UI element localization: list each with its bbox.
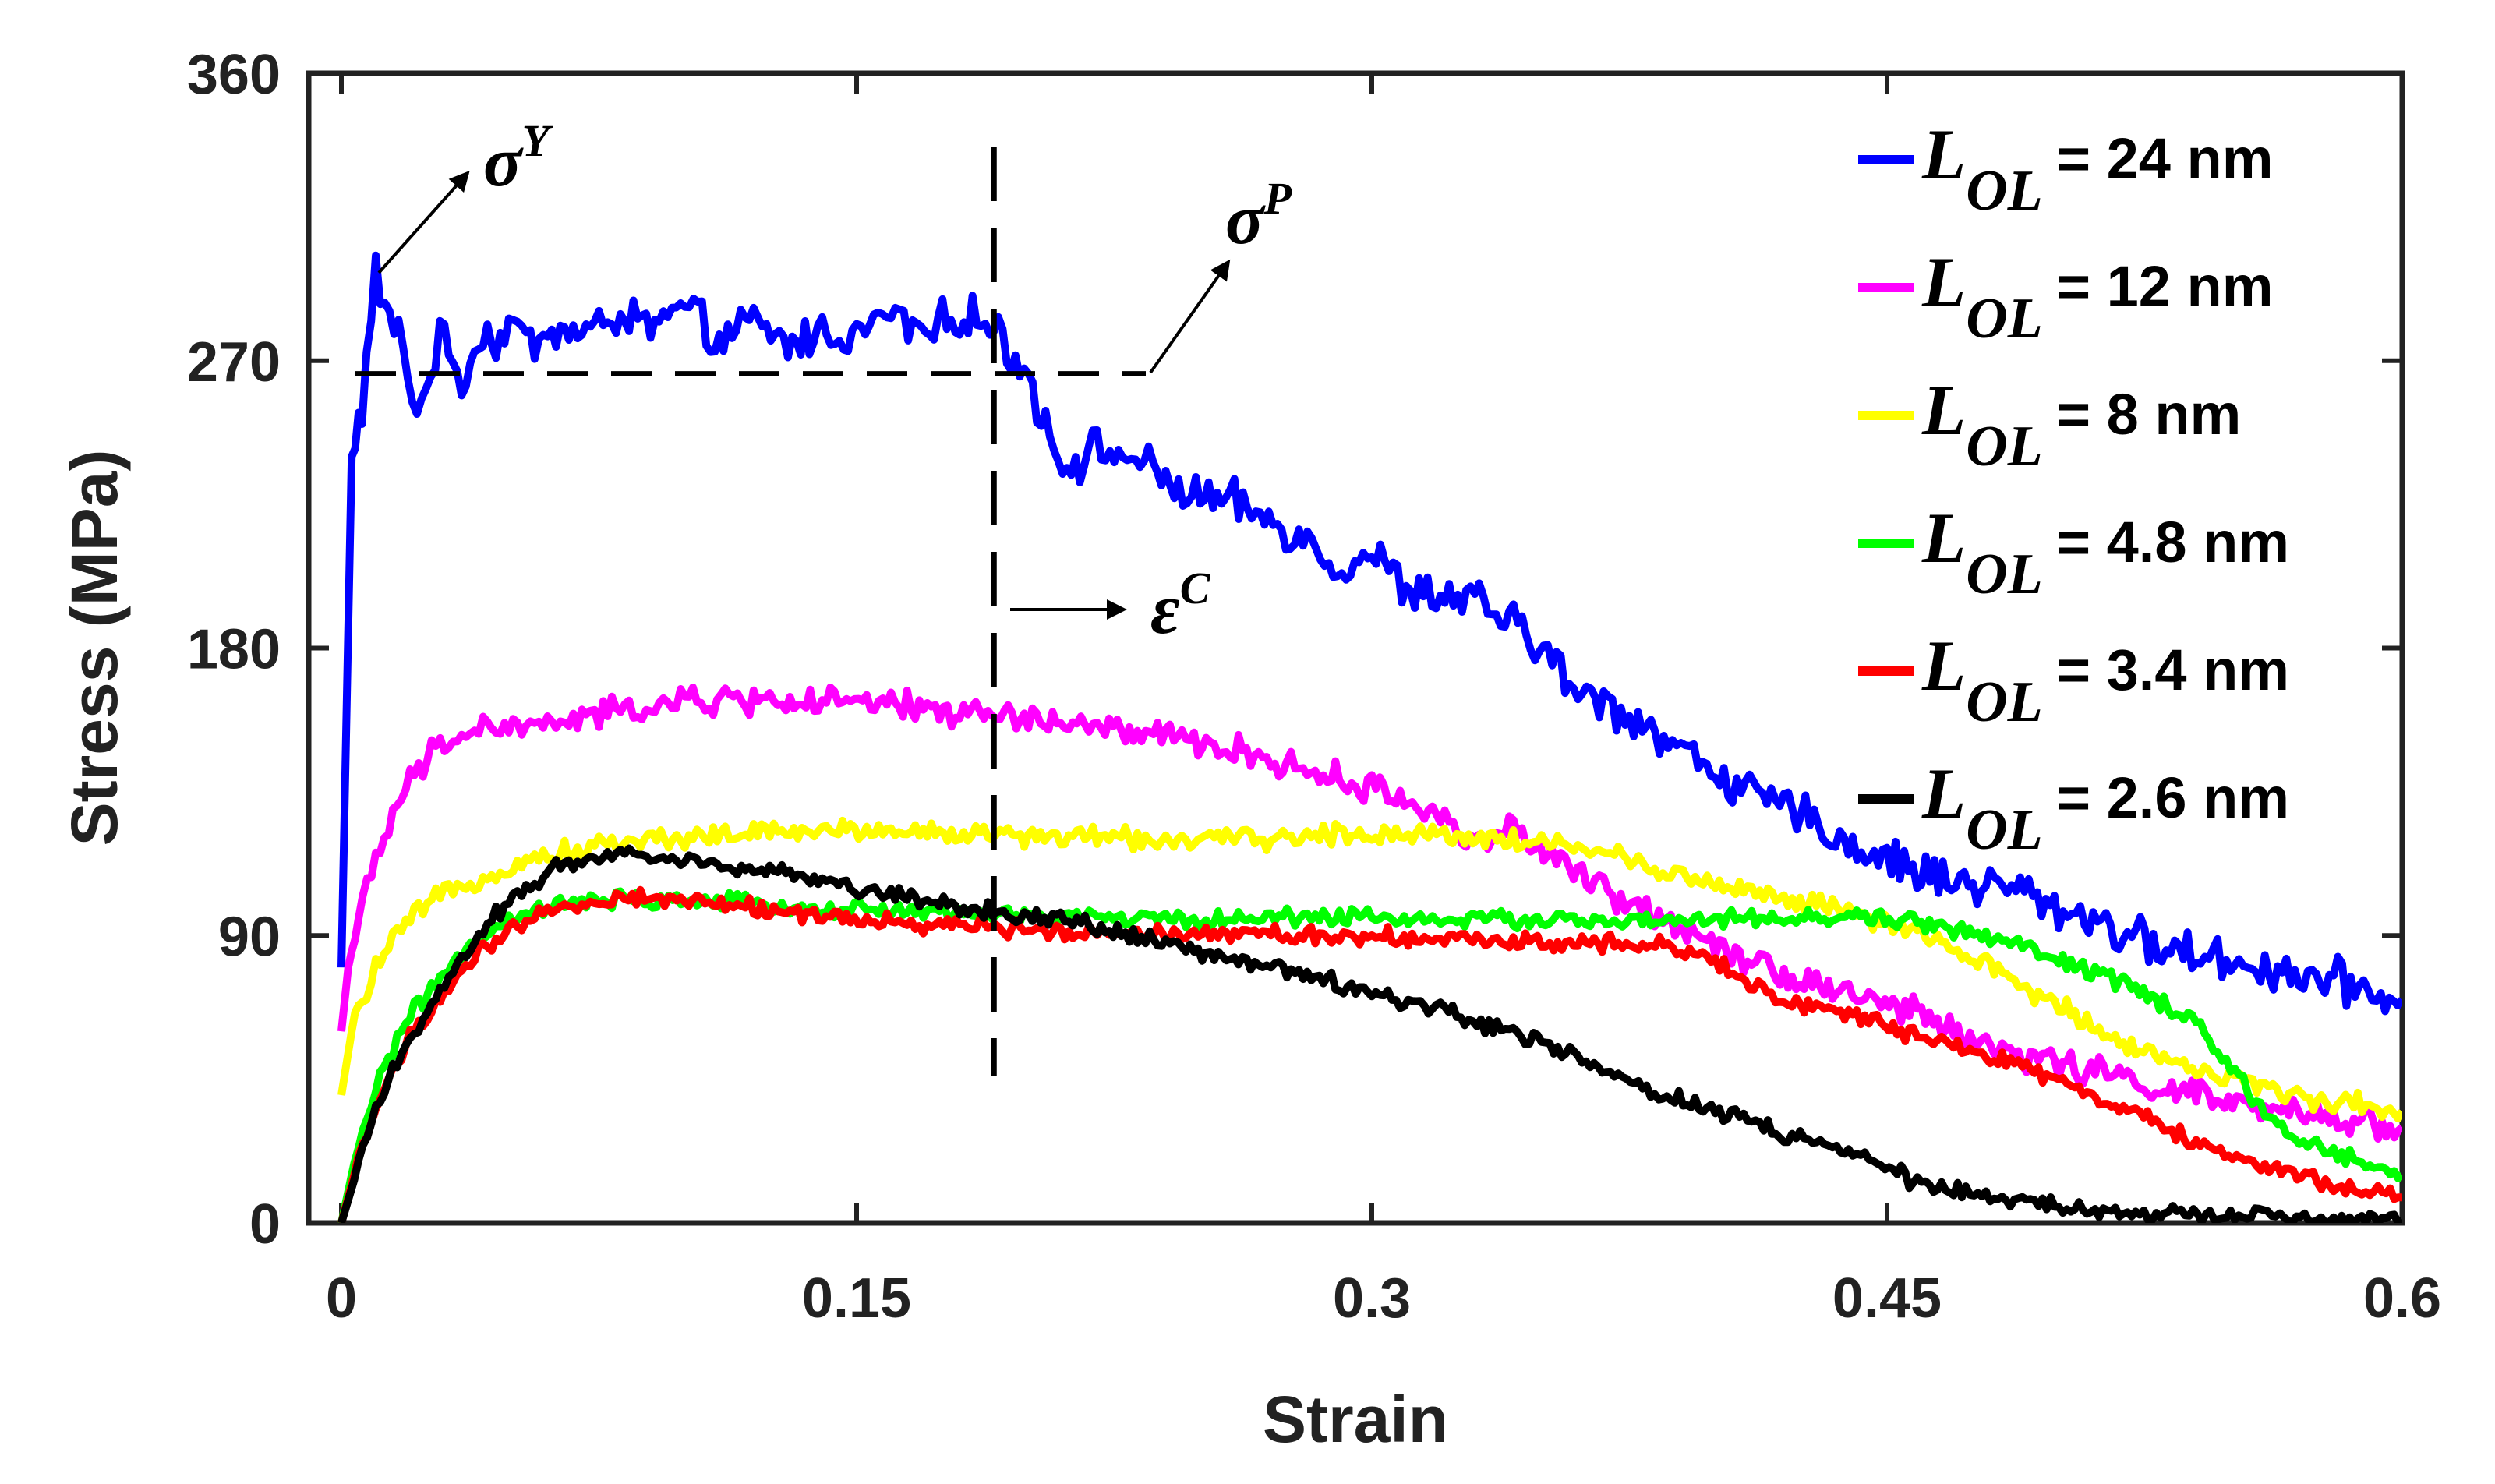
x-tick-labels: 0 0.15 0.3 0.45 0.6 <box>326 1267 2441 1330</box>
yield-stress-arrow <box>377 171 470 274</box>
legend-label: LOL = 4.8 nm <box>1921 498 2289 606</box>
plateau-stress-arrow <box>1149 259 1231 374</box>
y-tick-label: 180 <box>187 619 281 681</box>
legend-label: LOL = 3.4 nm <box>1921 626 2289 734</box>
legend-item-2-6-nm: LOL = 2.6 nm <box>1858 754 2289 862</box>
legend-item-24-nm: LOL = 24 nm <box>1858 115 2274 223</box>
legend-item-12-nm: LOL = 12 nm <box>1858 242 2274 351</box>
axis-ticks <box>309 71 2405 1225</box>
reference-lines <box>355 147 1146 1076</box>
legend-label: LOL = 2.6 nm <box>1921 754 2289 862</box>
x-tick-label: 0.45 <box>1832 1267 1942 1330</box>
series-line-2-6-nm <box>337 844 2402 1223</box>
y-tick-label: 360 <box>187 44 281 106</box>
series-line-8-nm <box>337 816 2402 1123</box>
x-tick-label: 0.15 <box>802 1267 911 1330</box>
series-line-12-nm <box>337 684 2402 1143</box>
legend-item-4-8-nm: LOL = 4.8 nm <box>1858 498 2289 606</box>
y-tick-label: 90 <box>218 906 281 968</box>
legend-item-8-nm: LOL = 8 nm <box>1858 370 2241 479</box>
legend: LOL = 24 nm LOL = 12 nm LOL = 8 nm LOL = 4.8 nm… <box>1858 115 2289 862</box>
series-line-3-4-nm <box>337 885 2402 1223</box>
y-axis-title: Stress (MPa) <box>58 450 131 846</box>
x-axis-title: Strain <box>1263 1383 1448 1456</box>
plateau-stress-label: σP <box>1225 173 1292 259</box>
x-tick-label: 0.3 <box>1333 1267 1411 1330</box>
legend-label: LOL = 8 nm <box>1921 370 2241 479</box>
series-line-4-8-nm <box>337 887 2402 1223</box>
yield-stress-label: σY <box>483 115 553 201</box>
legend-label: LOL = 12 nm <box>1921 242 2274 351</box>
annotations: σY σP εC <box>377 115 1292 648</box>
x-tick-label: 0.6 <box>2363 1267 2441 1330</box>
y-tick-labels: 0 90 180 270 360 <box>187 44 281 1256</box>
series-line-24-nm <box>337 251 2402 1016</box>
series-layer <box>337 251 2402 1223</box>
y-tick-label: 0 <box>249 1193 281 1256</box>
critical-strain-label: εC <box>1150 563 1211 648</box>
x-tick-label: 0 <box>326 1267 357 1330</box>
y-tick-label: 270 <box>187 331 281 394</box>
legend-label: LOL = 24 nm <box>1921 115 2274 223</box>
legend-item-3-4-nm: LOL = 3.4 nm <box>1858 626 2289 734</box>
